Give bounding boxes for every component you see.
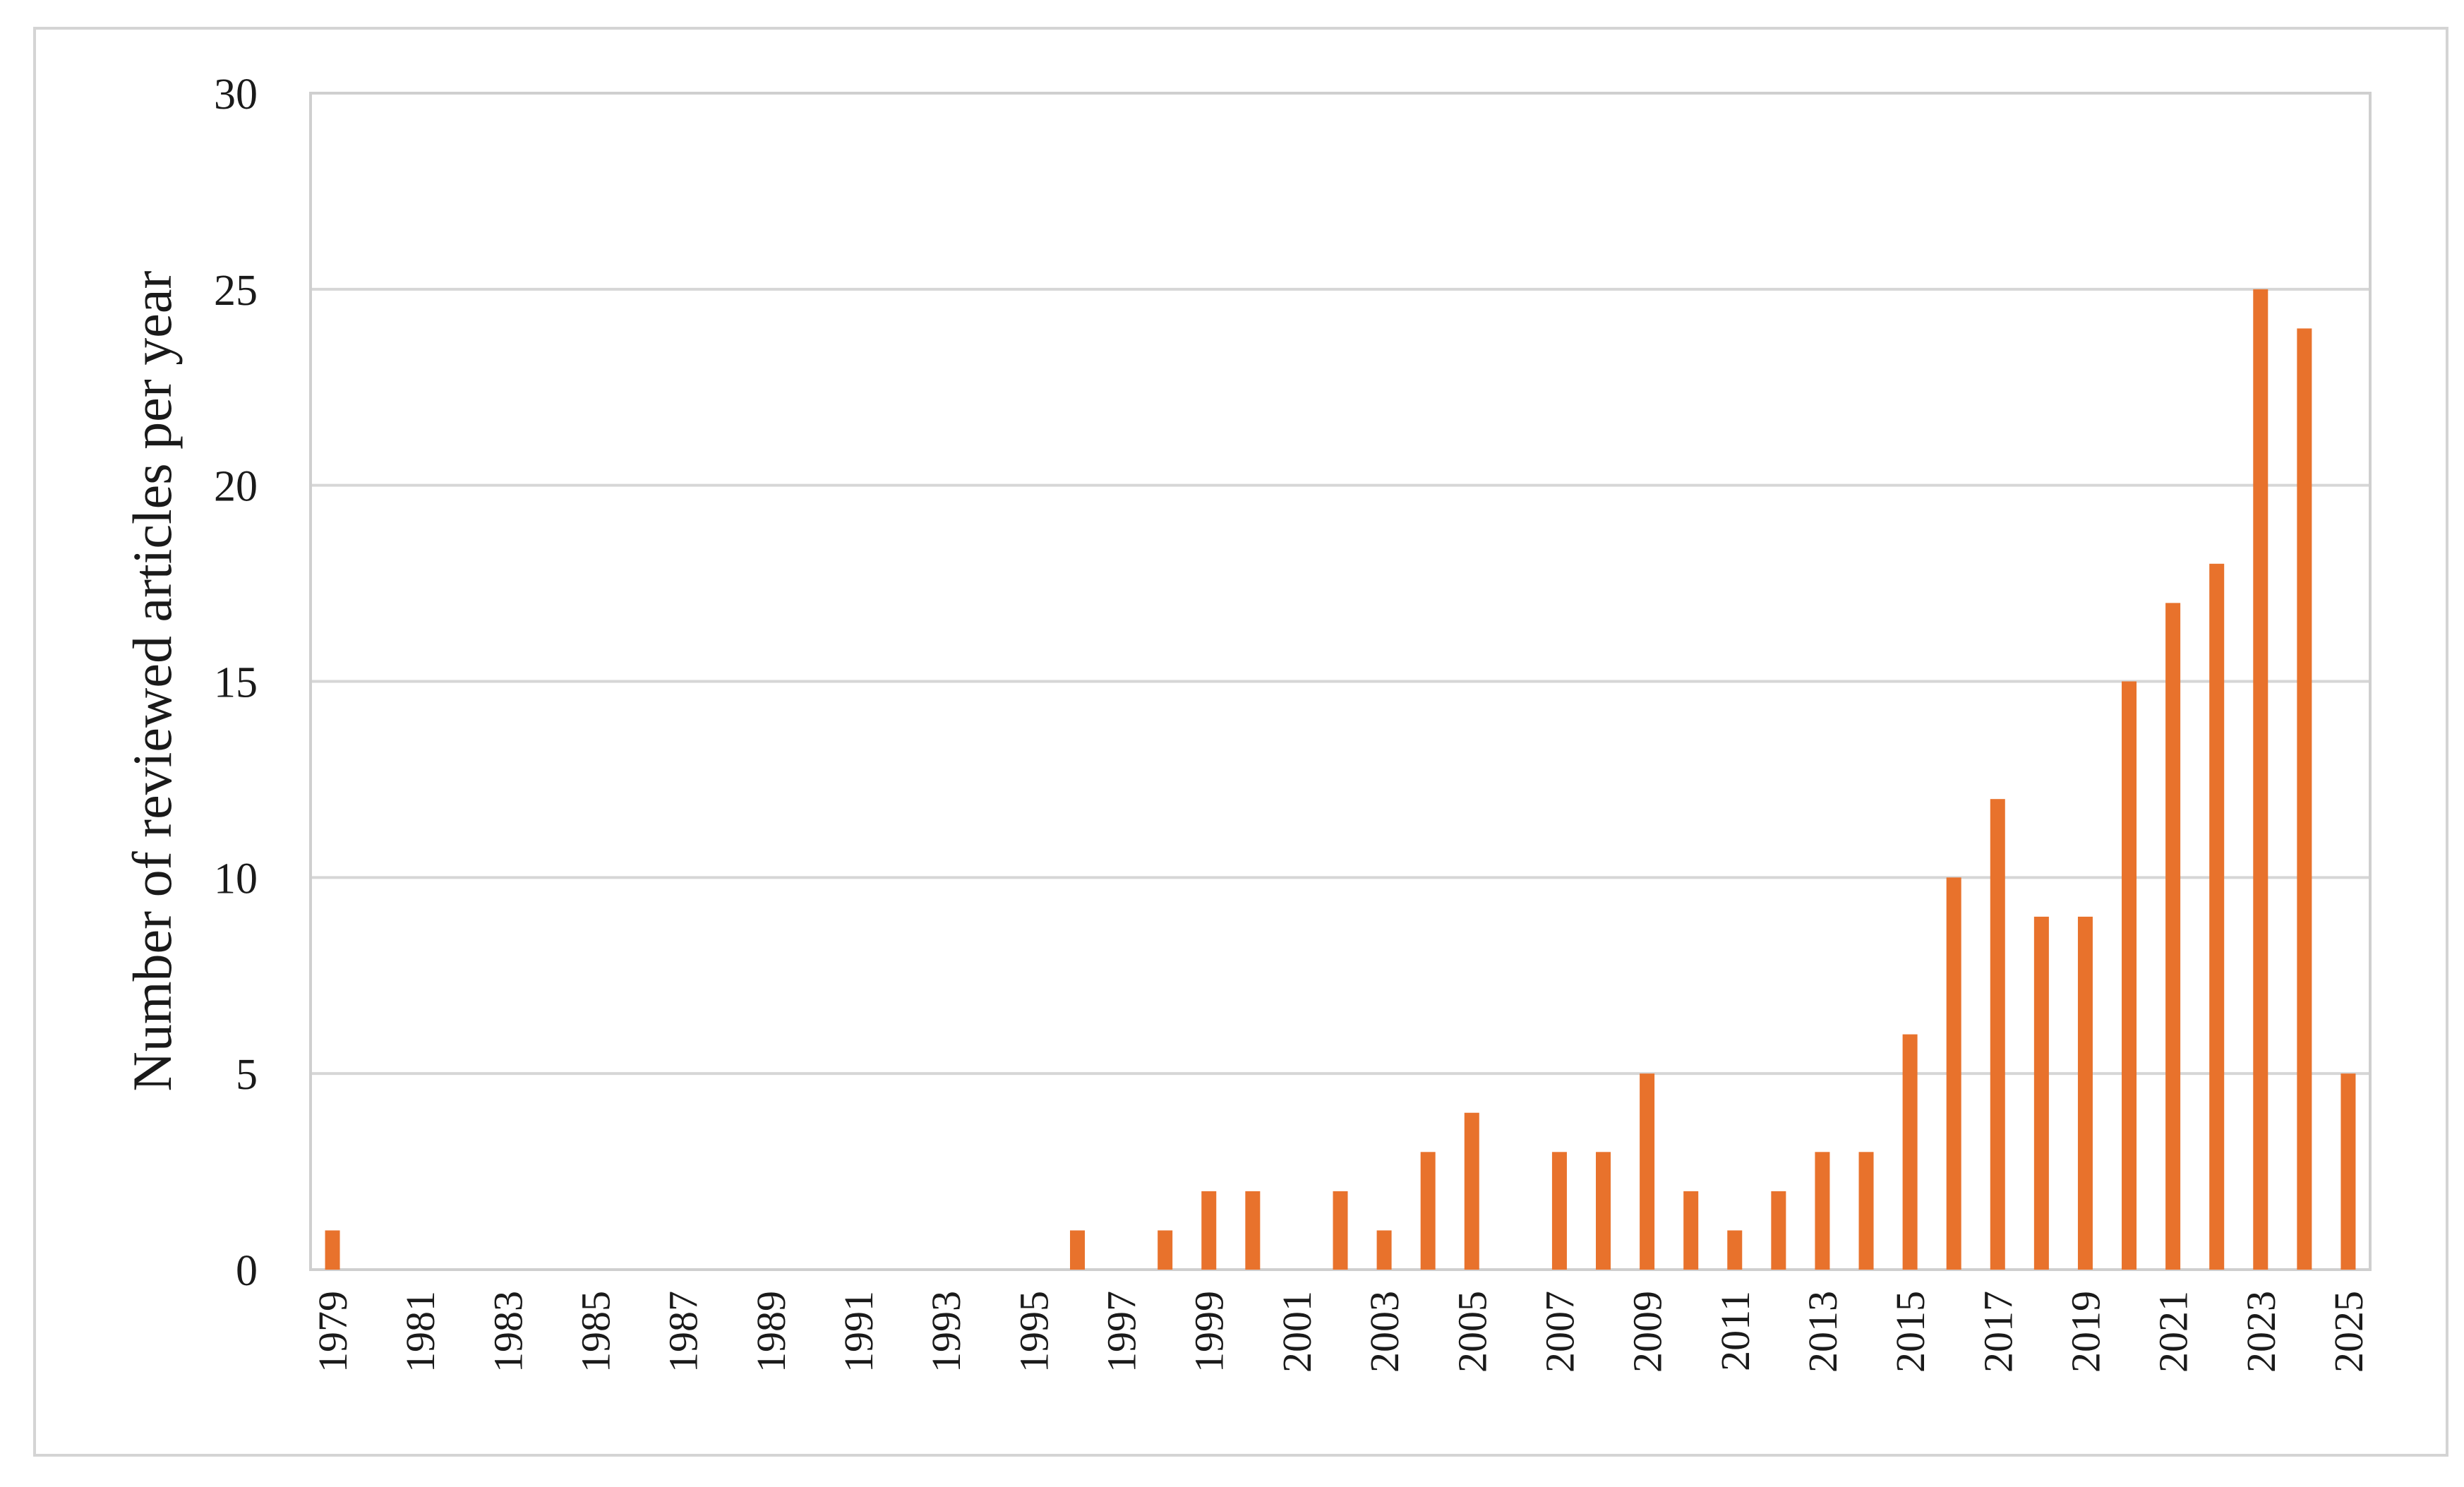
bar-2007 [1551, 1152, 1567, 1270]
bar-2005 [1464, 1112, 1479, 1270]
bar-1979 [325, 1230, 340, 1270]
bar-2023 [2253, 289, 2268, 1270]
bar-2012 [1771, 1191, 1786, 1270]
bar-1999 [1201, 1191, 1217, 1270]
bar-2004 [1420, 1152, 1436, 1270]
x-tick-label: 1999 [1186, 1291, 1232, 1373]
bar-2010 [1683, 1191, 1699, 1270]
bar-2021 [2165, 603, 2181, 1270]
x-tick-label: 1985 [573, 1291, 619, 1373]
bar-1996 [1069, 1230, 1085, 1270]
bar-2018 [2033, 916, 2049, 1270]
bar-2024 [2297, 328, 2312, 1270]
bar-2008 [1596, 1152, 1611, 1270]
x-tick-label: 1997 [1099, 1291, 1145, 1373]
x-tick-label: 1987 [661, 1291, 707, 1373]
y-axis-title: Number of reviewed articles per year [121, 271, 183, 1092]
x-tick-label: 2001 [1274, 1291, 1320, 1373]
bar-2015 [1902, 1034, 1918, 1270]
x-tick-label: 2003 [1362, 1291, 1407, 1373]
bar-2002 [1333, 1191, 1348, 1270]
bar-2022 [2209, 563, 2225, 1270]
x-tick-label: 2025 [2326, 1291, 2372, 1373]
x-tick-labels: 1979 1981 1983 1985 1987 1989 1991 1993 1995 1997… [310, 1291, 2372, 1373]
x-tick-label: 2021 [2151, 1291, 2196, 1373]
x-tick-label: 2007 [1537, 1291, 1582, 1373]
y-tick-label: 10 [214, 855, 258, 903]
bar-2020 [2122, 681, 2137, 1270]
x-tick-label: 2013 [1800, 1291, 1846, 1373]
x-tick-label: 2017 [1975, 1291, 2021, 1373]
bar-2016 [1946, 877, 1961, 1270]
bar-1998 [1158, 1230, 1173, 1270]
y-tick-label: 15 [214, 659, 258, 707]
y-tick-label: 5 [236, 1051, 258, 1099]
x-tick-label: 1993 [923, 1291, 969, 1373]
x-tick-label: 2011 [1712, 1291, 1758, 1371]
bar-2017 [1990, 799, 2005, 1270]
x-tick-label: 1995 [1011, 1291, 1057, 1373]
y-tick-label: 20 [214, 463, 258, 511]
bar-2009 [1640, 1073, 1655, 1270]
gridlines [311, 287, 2370, 1076]
bar-2014 [1858, 1152, 1874, 1270]
bar-2013 [1815, 1152, 1830, 1270]
bar-2019 [2077, 916, 2093, 1270]
x-tick-label: 2023 [2238, 1291, 2284, 1373]
bar-2003 [1376, 1230, 1392, 1270]
x-tick-label: 2005 [1449, 1291, 1495, 1373]
y-tick-label: 0 [236, 1247, 258, 1295]
x-tick-label: 1979 [310, 1291, 356, 1373]
x-tick-label: 1989 [748, 1291, 794, 1373]
bar-2011 [1727, 1230, 1743, 1270]
y-tick-label: 25 [214, 267, 258, 315]
x-tick-label: 1983 [485, 1291, 531, 1373]
bar-2000 [1245, 1191, 1261, 1270]
y-tick-labels: 0 5 10 15 20 25 30 [214, 71, 258, 1295]
x-tick-label: 1991 [836, 1291, 882, 1373]
x-tick-label: 2009 [1625, 1291, 1671, 1373]
y-tick-label: 30 [214, 71, 258, 119]
x-tick-label: 2015 [1887, 1291, 1933, 1373]
bar-2025 [2340, 1073, 2356, 1270]
x-tick-label: 1981 [397, 1291, 443, 1373]
x-tick-label: 2019 [2062, 1291, 2108, 1373]
bars [325, 289, 2356, 1270]
